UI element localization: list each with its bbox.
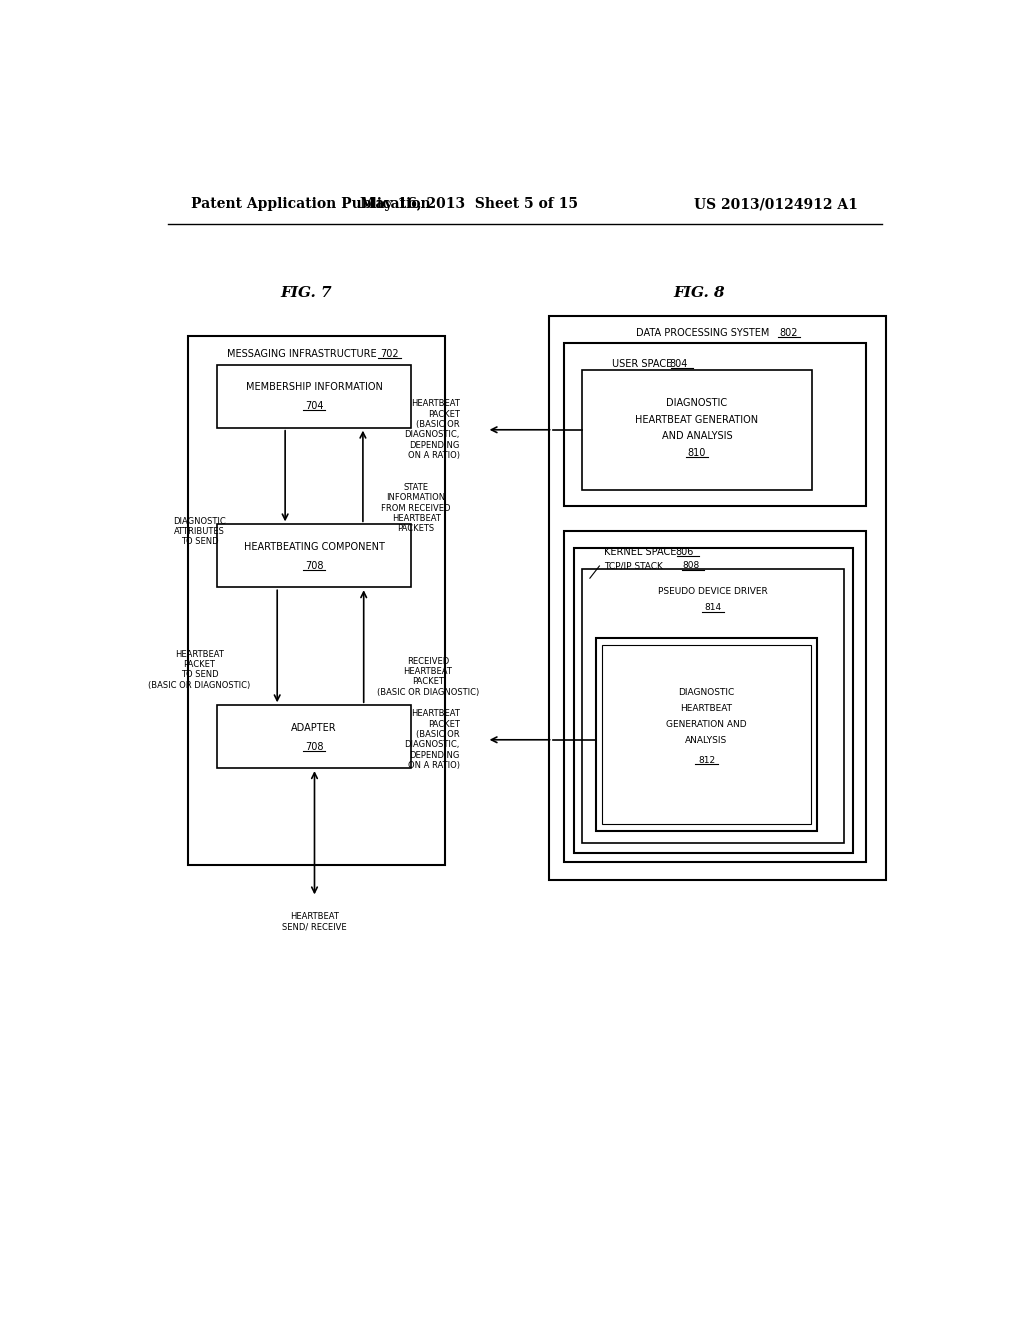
Text: HEARTBEAT: HEARTBEAT [681,704,732,713]
FancyBboxPatch shape [217,705,412,768]
Text: 704: 704 [305,401,324,412]
Text: DIAGNOSTIC: DIAGNOSTIC [667,399,728,408]
Text: ADAPTER: ADAPTER [291,722,337,733]
Text: FIG. 8: FIG. 8 [674,285,725,300]
FancyBboxPatch shape [564,343,866,506]
Text: MESSAGING INFRASTRUCTURE: MESSAGING INFRASTRUCTURE [227,348,377,359]
Text: 814: 814 [705,603,722,612]
Text: RECEIVED
HEARTBEAT
PACKET
(BASIC OR DIAGNOSTIC): RECEIVED HEARTBEAT PACKET (BASIC OR DIAG… [377,656,479,697]
Text: Patent Application Publication: Patent Application Publication [191,197,431,211]
Text: 808: 808 [682,561,699,570]
FancyBboxPatch shape [187,337,445,865]
Text: FIG. 7: FIG. 7 [281,285,333,300]
Text: US 2013/0124912 A1: US 2013/0124912 A1 [694,197,858,211]
FancyBboxPatch shape [596,638,817,832]
Text: TCP/IP STACK: TCP/IP STACK [604,561,663,570]
Text: ANALYSIS: ANALYSIS [685,737,728,746]
Text: DIAGNOSTIC
ATTRIBUTES
TO SEND: DIAGNOSTIC ATTRIBUTES TO SEND [173,516,226,546]
Text: HEARTBEAT
SEND/ RECEIVE: HEARTBEAT SEND/ RECEIVE [283,912,347,932]
Text: HEARTBEAT
PACKET
(BASIC OR
DIAGNOSTIC,
DEPENDING
ON A RATIO): HEARTBEAT PACKET (BASIC OR DIAGNOSTIC, D… [404,709,460,771]
Text: 806: 806 [676,546,694,557]
FancyBboxPatch shape [582,569,844,843]
Text: 708: 708 [305,561,324,572]
FancyBboxPatch shape [582,370,812,490]
FancyBboxPatch shape [217,524,412,587]
Text: HEARTBEAT
PACKET
TO SEND
(BASIC OR DIAGNOSTIC): HEARTBEAT PACKET TO SEND (BASIC OR DIAGN… [148,649,251,690]
FancyBboxPatch shape [602,645,811,824]
FancyBboxPatch shape [564,532,866,862]
Text: 802: 802 [779,329,798,338]
FancyBboxPatch shape [574,548,853,853]
Text: HEARTBEAT
PACKET
(BASIC OR
DIAGNOSTIC,
DEPENDING
ON A RATIO): HEARTBEAT PACKET (BASIC OR DIAGNOSTIC, D… [404,399,460,461]
Text: KERNEL SPACE: KERNEL SPACE [604,546,677,557]
FancyBboxPatch shape [217,364,412,428]
Text: DIAGNOSTIC: DIAGNOSTIC [679,688,734,697]
Text: 708: 708 [305,742,324,752]
Text: HEARTBEAT GENERATION: HEARTBEAT GENERATION [636,414,759,425]
FancyBboxPatch shape [549,315,886,880]
Text: AND ANALYSIS: AND ANALYSIS [662,430,732,441]
Text: USER SPACE: USER SPACE [612,359,673,368]
Text: MEMBERSHIP INFORMATION: MEMBERSHIP INFORMATION [246,381,383,392]
Text: 804: 804 [670,359,687,368]
Text: May 16, 2013  Sheet 5 of 15: May 16, 2013 Sheet 5 of 15 [360,197,579,211]
Text: STATE
INFORMATION
FROM RECEIVED
HEARTBEAT
PACKETS: STATE INFORMATION FROM RECEIVED HEARTBEA… [381,483,451,533]
Text: GENERATION AND: GENERATION AND [667,719,746,729]
Text: HEARTBEATING COMPONENT: HEARTBEATING COMPONENT [244,541,385,552]
Text: PSEUDO DEVICE DRIVER: PSEUDO DEVICE DRIVER [658,587,768,595]
Text: DATA PROCESSING SYSTEM: DATA PROCESSING SYSTEM [636,329,770,338]
Text: 702: 702 [380,348,398,359]
Text: 812: 812 [698,755,715,764]
Text: 810: 810 [688,449,707,458]
